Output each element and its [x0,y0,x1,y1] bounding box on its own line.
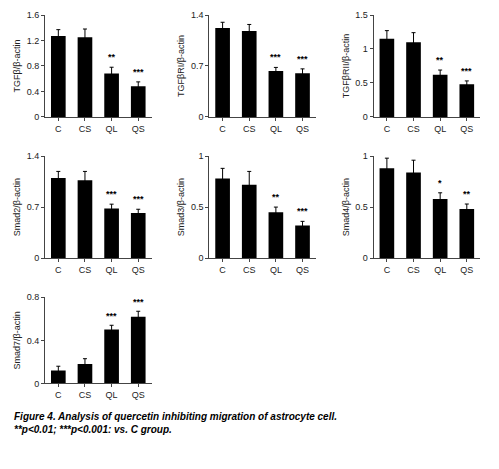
svg-text:***: *** [297,54,308,64]
svg-text:**: ** [463,189,471,199]
svg-text:0: 0 [198,253,203,263]
svg-text:0.4: 0.4 [27,336,40,346]
svg-text:QS: QS [460,124,473,134]
svg-text:QS: QS [132,124,145,134]
svg-text:TGFβRII/β-actin: TGFβRII/β-actin [341,34,351,98]
svg-text:TGFβ/β-actin: TGFβ/β-actin [12,40,22,93]
svg-text:QL: QL [106,124,118,134]
svg-text:CS: CS [243,124,256,134]
svg-text:0.4: 0.4 [27,87,40,97]
svg-text:Smad3/β-actin: Smad3/β-actin [176,178,186,236]
svg-text:CS: CS [79,390,92,400]
svg-text:C: C [55,265,62,275]
svg-text:0.8: 0.8 [27,292,40,302]
svg-text:QS: QS [296,265,309,275]
svg-text:CS: CS [243,265,256,275]
svg-text:1: 1 [363,44,368,54]
svg-text:0.5: 0.5 [355,202,368,212]
svg-text:***: *** [461,66,472,76]
svg-text:0.7: 0.7 [27,202,40,212]
svg-text:C: C [219,124,226,134]
svg-text:1.6: 1.6 [27,10,40,20]
svg-text:C: C [55,390,62,400]
svg-text:C: C [55,124,62,134]
svg-text:C: C [384,265,391,275]
svg-text:0: 0 [363,112,368,122]
svg-text:***: *** [106,311,117,321]
svg-text:1: 1 [198,151,203,161]
svg-text:*: * [438,178,442,188]
svg-text:0: 0 [34,253,39,263]
svg-text:0: 0 [198,112,203,122]
svg-text:0.5: 0.5 [355,78,368,88]
svg-text:0: 0 [34,112,39,122]
svg-text:1: 1 [363,151,368,161]
svg-text:0.8: 0.8 [27,61,40,71]
svg-text:CS: CS [79,124,92,134]
svg-text:C: C [219,265,226,275]
svg-text:**: ** [272,192,280,202]
svg-text:TGFβRI/β-actin: TGFβRI/β-actin [176,35,186,97]
svg-text:0: 0 [363,253,368,263]
svg-text:0.7: 0.7 [191,61,204,71]
svg-text:CS: CS [407,265,420,275]
svg-text:QL: QL [106,390,118,400]
svg-text:QL: QL [270,265,282,275]
svg-text:QL: QL [270,124,282,134]
svg-text:Figure 4. Analysis of querceti: Figure 4. Analysis of quercetin inhibiti… [14,411,337,435]
svg-text:QS: QS [460,265,473,275]
svg-text:Smad4/β-actin: Smad4/β-actin [341,178,351,236]
svg-text:Smad7/β-actin: Smad7/β-actin [12,311,22,369]
svg-text:***: *** [133,297,144,307]
svg-text:QS: QS [296,124,309,134]
svg-text:***: *** [297,206,308,216]
svg-text:QL: QL [106,265,118,275]
svg-text:**: ** [436,55,444,65]
svg-text:CS: CS [79,265,92,275]
svg-text:0.5: 0.5 [191,202,204,212]
svg-text:***: *** [133,67,144,77]
svg-text:QS: QS [132,265,145,275]
svg-text:0: 0 [34,379,39,389]
svg-text:QL: QL [434,265,446,275]
svg-text:Smad2/β-actin: Smad2/β-actin [12,178,22,236]
svg-text:QS: QS [132,390,145,400]
svg-text:1.4: 1.4 [191,10,204,20]
svg-text:QL: QL [434,124,446,134]
svg-text:1.2: 1.2 [27,36,40,46]
svg-text:1.5: 1.5 [355,10,368,20]
svg-text:***: *** [270,52,281,62]
svg-text:***: *** [106,189,117,199]
svg-text:1.4: 1.4 [27,151,40,161]
svg-text:***: *** [133,194,144,204]
svg-text:C: C [384,124,391,134]
svg-text:CS: CS [407,124,420,134]
svg-text:**: ** [108,52,116,62]
